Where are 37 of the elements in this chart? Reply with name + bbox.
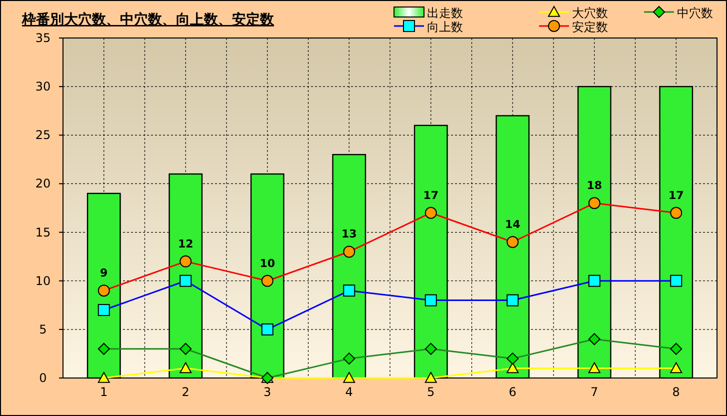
legend-label: 安定数 [572, 20, 608, 34]
legend-label: 向上数 [427, 20, 463, 34]
point [343, 372, 356, 383]
x-tick-label: 3 [264, 385, 272, 399]
y-tick-label: 25 [35, 128, 51, 142]
data-label: 14 [504, 218, 521, 231]
legend-label: 出走数 [427, 6, 463, 20]
chart-title: 枠番別大穴数、中穴数、向上数、安定数 [21, 11, 275, 28]
y-tick-label: 35 [35, 31, 51, 45]
y-tick-label: 0 [39, 371, 47, 385]
y-tick-label: 5 [39, 322, 47, 336]
data-label: 9 [100, 266, 108, 280]
point [588, 362, 600, 374]
data-label: 18 [586, 179, 602, 192]
y-tick-label: 10 [35, 274, 51, 288]
point [424, 372, 437, 383]
point [98, 372, 110, 383]
data-label: 12 [178, 237, 194, 250]
point [506, 362, 519, 374]
legend-label: 大穴数 [572, 6, 608, 20]
x-tick-label: 2 [182, 385, 190, 399]
data-label: 10 [260, 256, 276, 270]
x-tick-label: 5 [427, 385, 435, 399]
y-tick-label: 30 [35, 80, 51, 94]
legend-label: 中穴数 [677, 6, 713, 20]
y-tick-label: 15 [35, 225, 51, 240]
point [180, 362, 192, 374]
x-tick-label: 4 [345, 385, 353, 399]
x-tick-label: 6 [508, 385, 516, 399]
x-tick-label: 7 [590, 385, 598, 399]
y-tick-label: 20 [35, 176, 51, 191]
x-tick-label: 1 [100, 385, 108, 399]
x-tick-label: 8 [672, 385, 680, 399]
data-label: 17 [668, 188, 684, 202]
data-label: 13 [341, 228, 357, 241]
data-label: 17 [423, 188, 439, 202]
point [670, 362, 682, 374]
